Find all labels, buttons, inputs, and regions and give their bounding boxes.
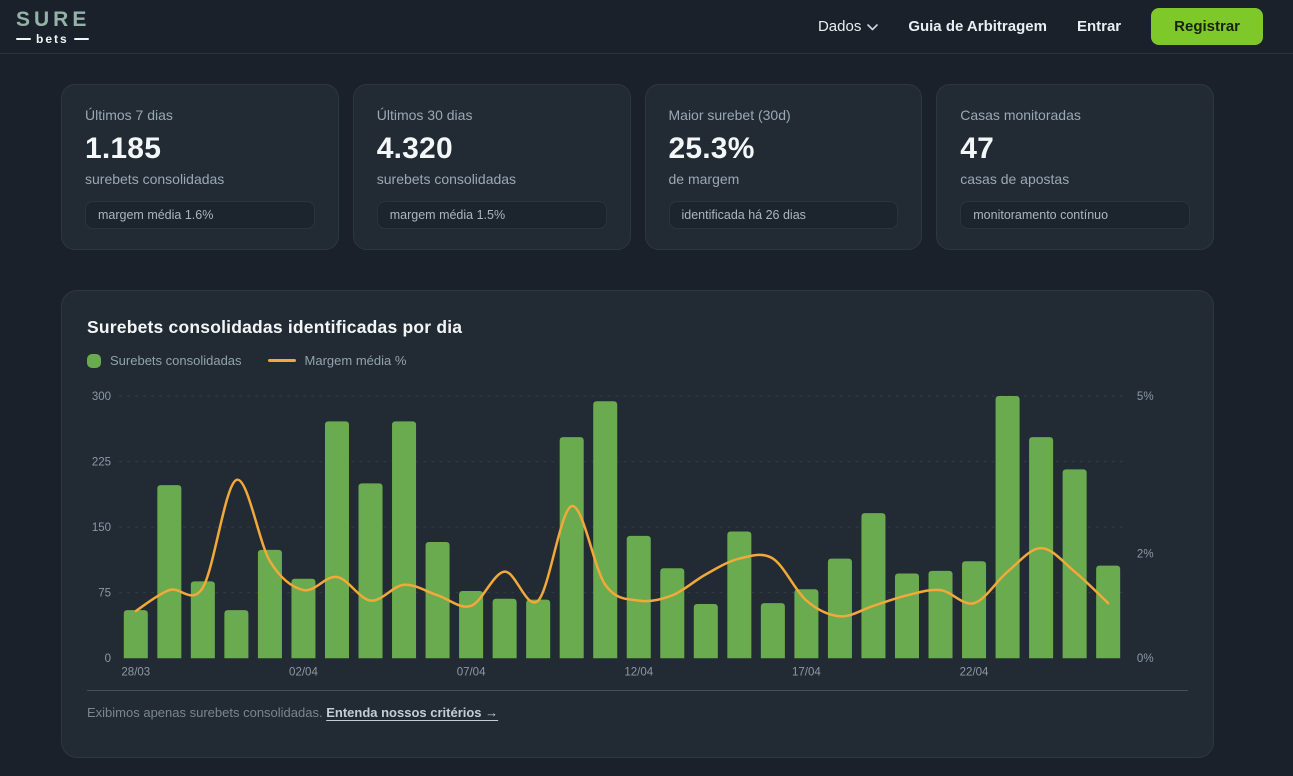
stat-card-30-dias: Últimos 30 dias 4.320 surebets consolida… [352,84,631,250]
bar [291,578,316,659]
stat-sublabel: surebets consolidadas [376,171,517,187]
stat-value: 25.3% [668,132,755,165]
stat-value: 1.185 [85,132,162,165]
stat-label: Casas monitoradas [960,107,1081,123]
bar [157,485,182,659]
chart-footer-note: Exibimos apenas surebets consolidadas. [87,705,323,721]
bar [1096,565,1121,659]
chart-canvas: 0 75 150 225 300 0% 2% 5% 28/03 02/04 07/04 12/04 17… [92,391,1154,678]
bar [492,598,517,659]
legend-square-icon [87,353,101,368]
top-nav: SURE bets Dados Guia de Arbitragem Entra… [0,0,1293,54]
bar [760,603,785,659]
x-axis-tick: 28/03 [121,666,150,678]
margin-line [134,478,1110,618]
nav-dados-dropdown[interactable]: Dados [817,18,879,35]
bar [660,568,685,659]
x-axis-tick: 02/04 [289,666,318,678]
legend-label: Margem média % [304,353,407,368]
bar [626,535,651,659]
stat-badge: identificada há 26 dias [668,201,899,229]
chart-card: Surebets consolidadas identificadas por … [61,290,1214,758]
bar [894,573,919,659]
legend-item-margem: Margem média % [267,353,407,368]
registrar-button[interactable]: Registrar [1151,8,1263,45]
stat-card-maior-surebet: Maior surebet (30d) 25.3% de margem iden… [644,84,923,250]
bar [392,421,417,659]
right-axis-tick: 0% [1137,653,1154,665]
stat-card-7-dias: Últimos 7 dias 1.185 surebets consolidad… [61,84,339,250]
x-axis-tick: 12/04 [624,666,653,678]
bar [928,570,953,659]
bar [827,558,852,659]
stat-badge: margem média 1.6% [85,201,315,229]
logo-text-bets: bets [36,31,69,46]
x-axis-tick: 22/04 [960,666,989,678]
nav-links: Dados Guia de Arbitragem Entrar Registra… [818,8,1263,45]
bar [727,531,752,659]
surebets-logo[interactable]: SURE bets [16,9,90,45]
stat-badge: margem média 1.5% [376,201,607,229]
bar [526,599,551,659]
x-axis-tick: 07/04 [457,666,486,678]
criterios-link[interactable]: Entenda nossos critérios → [326,705,499,721]
logo-text-sure: SURE [16,7,91,31]
stat-value: 47 [960,132,995,165]
stat-label: Maior surebet (30d) [668,107,791,123]
bar [593,401,618,659]
bar [324,421,349,659]
left-axis-tick: 300 [92,391,111,403]
stat-label: Últimos 30 dias [376,107,473,123]
left-axis-tick: 150 [92,522,111,534]
right-axis-tick: 5% [1137,391,1154,403]
chart-plot-area: 0 75 150 225 300 0% 2% 5% 28/03 02/04 07/04 12/04 17… [87,382,1188,682]
left-axis-tick: 0 [105,653,111,665]
stat-card-casas-monitoradas: Casas monitoradas 47 casas de apostas mo… [936,84,1214,250]
nav-dados-label: Dados [817,18,862,35]
bar [224,610,249,659]
stat-badge: monitoramento contínuo [960,201,1190,229]
bar [995,396,1020,659]
stat-label: Últimos 7 dias [85,107,173,123]
x-axis-tick: 17/04 [792,666,821,678]
main-content: Últimos 7 dias 1.185 surebets consolidad… [0,54,1293,758]
chevron-down-icon [867,24,879,31]
stat-sublabel: casas de apostas [960,171,1070,187]
stats-row: Últimos 7 dias 1.185 surebets consolidad… [61,84,1214,250]
logo-dash-left [16,37,31,40]
bar [693,604,718,659]
bar [257,549,282,659]
bar [459,590,484,659]
chart-footer: Exibimos apenas surebets consolidadas. E… [87,690,1188,720]
right-axis-tick: 2% [1137,548,1154,560]
bar [1062,469,1087,659]
bar [358,483,383,659]
bar [190,581,215,659]
left-axis-tick: 225 [92,457,111,469]
legend-line-icon [267,359,296,362]
bar [559,437,584,659]
chart-legend: Surebets consolidadas Margem média % [87,353,1188,368]
legend-item-surebets: Surebets consolidadas [87,353,242,368]
stat-sublabel: de margem [668,171,740,187]
bar [425,541,450,659]
stat-value: 4.320 [376,132,453,165]
nav-guia-arbitragem[interactable]: Guia de Arbitragem [908,18,1047,35]
bar [861,513,886,659]
logo-text-bets-row: bets [16,33,90,45]
stat-sublabel: surebets consolidadas [85,171,225,187]
nav-entrar[interactable]: Entrar [1076,18,1122,35]
bar [123,610,148,659]
left-axis-tick: 75 [98,588,111,600]
bar [962,561,987,659]
chart-title: Surebets consolidadas identificadas por … [87,317,463,337]
logo-dash-right [73,37,89,40]
legend-label: Surebets consolidadas [110,353,242,368]
